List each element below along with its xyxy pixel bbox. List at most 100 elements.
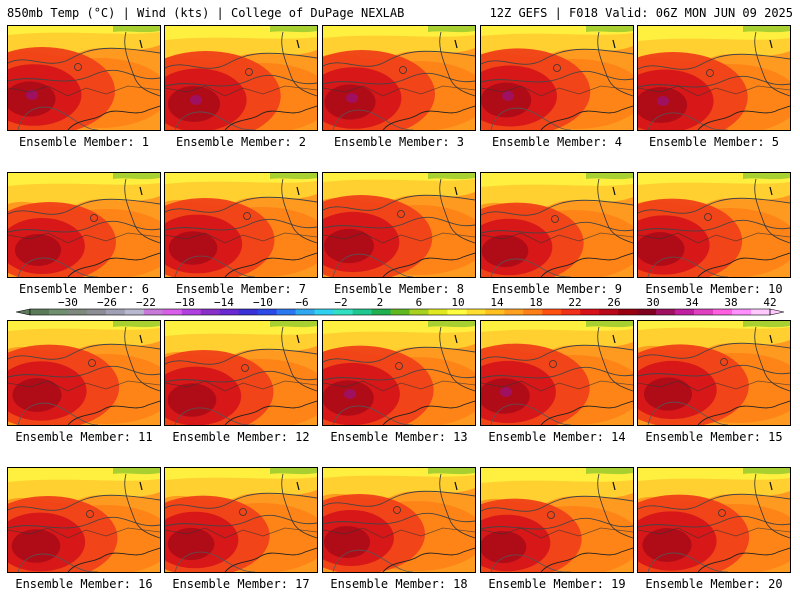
- ensemble-member-map: [322, 320, 476, 426]
- temperature-field-map: [638, 26, 790, 130]
- temperature-field-map: [323, 468, 475, 572]
- ensemble-member-label: Ensemble Member: 20: [645, 577, 783, 591]
- colorbar-swatch: [618, 309, 638, 315]
- ensemble-member-label: Ensemble Member: 7: [175, 282, 307, 296]
- product-title: 850mb Temp (°C) | Wind (kts) | College o…: [7, 6, 405, 20]
- ensemble-member-label: Ensemble Member: 19: [488, 577, 626, 591]
- ensemble-member-map: [7, 25, 161, 131]
- ensemble-member-label: Ensemble Member: 2: [175, 135, 307, 149]
- colorbar-swatch: [637, 309, 657, 315]
- ensemble-member-label: Ensemble Member: 5: [648, 135, 780, 149]
- colorbar-swatch: [447, 309, 467, 315]
- temperature-field-map: [323, 26, 475, 130]
- colorbar-tick-label: −2: [334, 296, 347, 309]
- colorbar-swatch: [371, 309, 391, 315]
- colorbar-tick-label: 30: [646, 296, 659, 309]
- temperature-field-map: [8, 173, 160, 277]
- ensemble-member-label: Ensemble Member: 4: [491, 135, 623, 149]
- ensemble-member-label: Ensemble Member: 13: [330, 430, 468, 444]
- colorbar-tick-label: −6: [295, 296, 308, 309]
- colorbar-swatch: [466, 309, 486, 315]
- colorbar-swatch: [200, 309, 221, 315]
- colorbar-tick-label: 38: [724, 296, 737, 309]
- ensemble-member-map: [322, 467, 476, 573]
- temperature-field-map: [481, 321, 633, 425]
- ensemble-member-label: Ensemble Member: 16: [15, 577, 153, 591]
- ensemble-member-map: [322, 25, 476, 131]
- ensemble-member-label: Ensemble Member: 12: [172, 430, 310, 444]
- temperature-field-map: [481, 173, 633, 277]
- colorbar-tick-label: −26: [97, 296, 117, 309]
- colorbar-swatch: [238, 309, 258, 315]
- ensemble-member-map: [7, 172, 161, 278]
- colorbar-tick-label: 22: [568, 296, 581, 309]
- ensemble-member-label: Ensemble Member: 8: [333, 282, 465, 296]
- run-valid-time: 12Z GEFS | F018 Valid: 06Z MON JUN 09 20…: [489, 6, 793, 20]
- ensemble-member-map: [164, 467, 318, 573]
- colorbar-swatch: [124, 309, 145, 315]
- colorbar-swatch: [30, 309, 50, 315]
- ensemble-member-map: [7, 467, 161, 573]
- colorbar-swatch: [428, 309, 448, 315]
- temperature-field-map: [638, 173, 790, 277]
- temperature-field-map: [481, 26, 633, 130]
- ensemble-member-label: Ensemble Member: 11: [15, 430, 153, 444]
- ensemble-member-label: Ensemble Member: 10: [645, 282, 783, 296]
- colorbar-swatch: [390, 309, 410, 315]
- colorbar-swatch: [314, 309, 334, 315]
- colorbar-swatch: [542, 309, 562, 315]
- colorbar-swatch: [504, 309, 524, 315]
- colorbar-swatch: [656, 309, 676, 315]
- colorbar-tick-label: 34: [685, 296, 699, 309]
- colorbar-low-arrow: [15, 308, 31, 316]
- colorbar-swatch: [86, 309, 107, 315]
- colorbar-swatch: [333, 309, 353, 315]
- colorbar-swatch: [485, 309, 505, 315]
- colorbar-tick-label: 26: [607, 296, 620, 309]
- colorbar-swatch: [105, 309, 126, 315]
- temperature-field-map: [323, 173, 475, 277]
- colorbar-tick-label: −22: [136, 296, 156, 309]
- colorbar-tick-label: −30: [58, 296, 78, 309]
- colorbar-tick-label: −10: [253, 296, 273, 309]
- temperature-field-map: [8, 468, 160, 572]
- ensemble-member-map: [637, 172, 791, 278]
- colorbar-tick-label: 10: [451, 296, 464, 309]
- ensemble-member-label: Ensemble Member: 17: [172, 577, 310, 591]
- ensemble-member-map: [164, 320, 318, 426]
- colorbar-tick-label: −14: [214, 296, 234, 309]
- ensemble-member-label: Ensemble Member: 14: [488, 430, 626, 444]
- colorbar-swatch: [295, 309, 315, 315]
- temperature-colorbar: −30 −26 −22 −18 −14 −10 −6 −2 2 6 10 14 18 22 26 30 34 38…: [15, 296, 785, 316]
- colorbar-swatch: [162, 309, 183, 315]
- ensemble-member-map: [164, 25, 318, 131]
- temperature-field-map: [165, 468, 317, 572]
- temperature-field-map: [323, 321, 475, 425]
- colorbar-swatch: [352, 309, 372, 315]
- colorbar-swatch: [257, 309, 277, 315]
- ensemble-member-map: [7, 320, 161, 426]
- colorbar-tick-label: 14: [490, 296, 504, 309]
- ensemble-member-label: Ensemble Member: 15: [645, 430, 783, 444]
- ensemble-member-map: [637, 320, 791, 426]
- colorbar-swatch: [409, 309, 429, 315]
- colorbar-tick-label: 42: [763, 296, 776, 309]
- ensemble-member-map: [637, 467, 791, 573]
- colorbar-tick-label: −18: [175, 296, 195, 309]
- colorbar-swatch: [219, 309, 240, 315]
- temperature-field-map: [8, 26, 160, 130]
- colorbar-swatch: [523, 309, 543, 315]
- colorbar-tick-label: 2: [377, 296, 384, 309]
- colorbar-swatch: [67, 309, 88, 315]
- ensemble-member-map: [480, 25, 634, 131]
- ensemble-member-label: Ensemble Member: 3: [333, 135, 465, 149]
- ensemble-member-label: Ensemble Member: 9: [491, 282, 623, 296]
- ensemble-member-label: Ensemble Member: 1: [18, 135, 150, 149]
- colorbar-tick-label: 18: [529, 296, 542, 309]
- temperature-field-map: [8, 321, 160, 425]
- colorbar-swatch: [751, 309, 771, 315]
- ensemble-member-map: [480, 320, 634, 426]
- temperature-field-map: [638, 321, 790, 425]
- ensemble-member-label: Ensemble Member: 18: [330, 577, 468, 591]
- colorbar-high-arrow: [769, 308, 785, 316]
